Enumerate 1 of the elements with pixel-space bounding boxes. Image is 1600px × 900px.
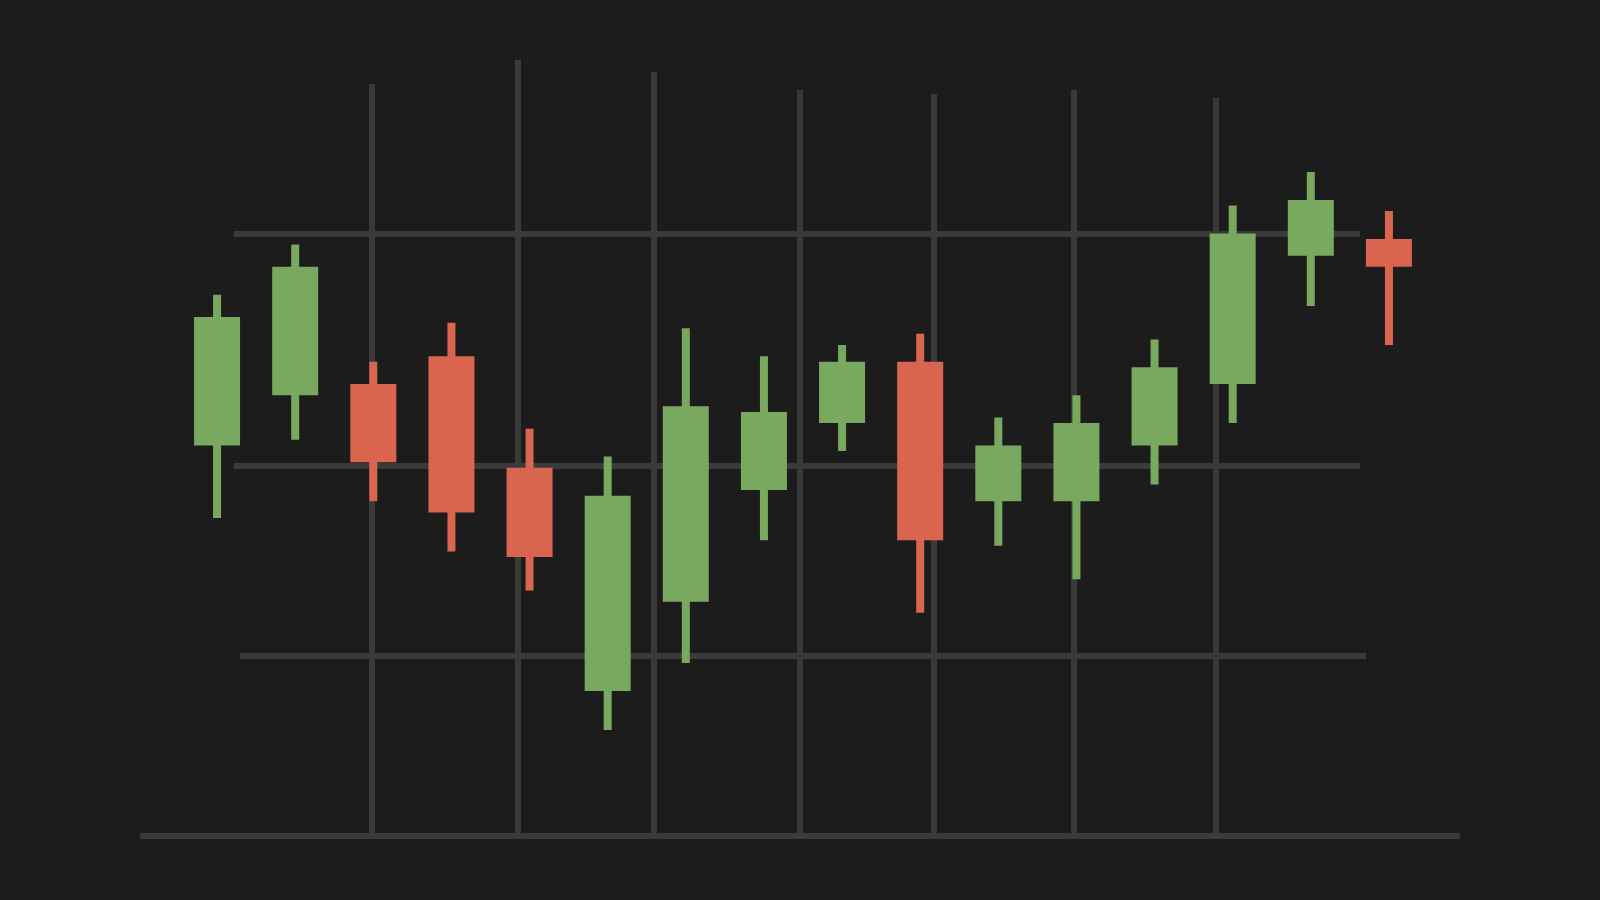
candlestick [1365,211,1412,345]
